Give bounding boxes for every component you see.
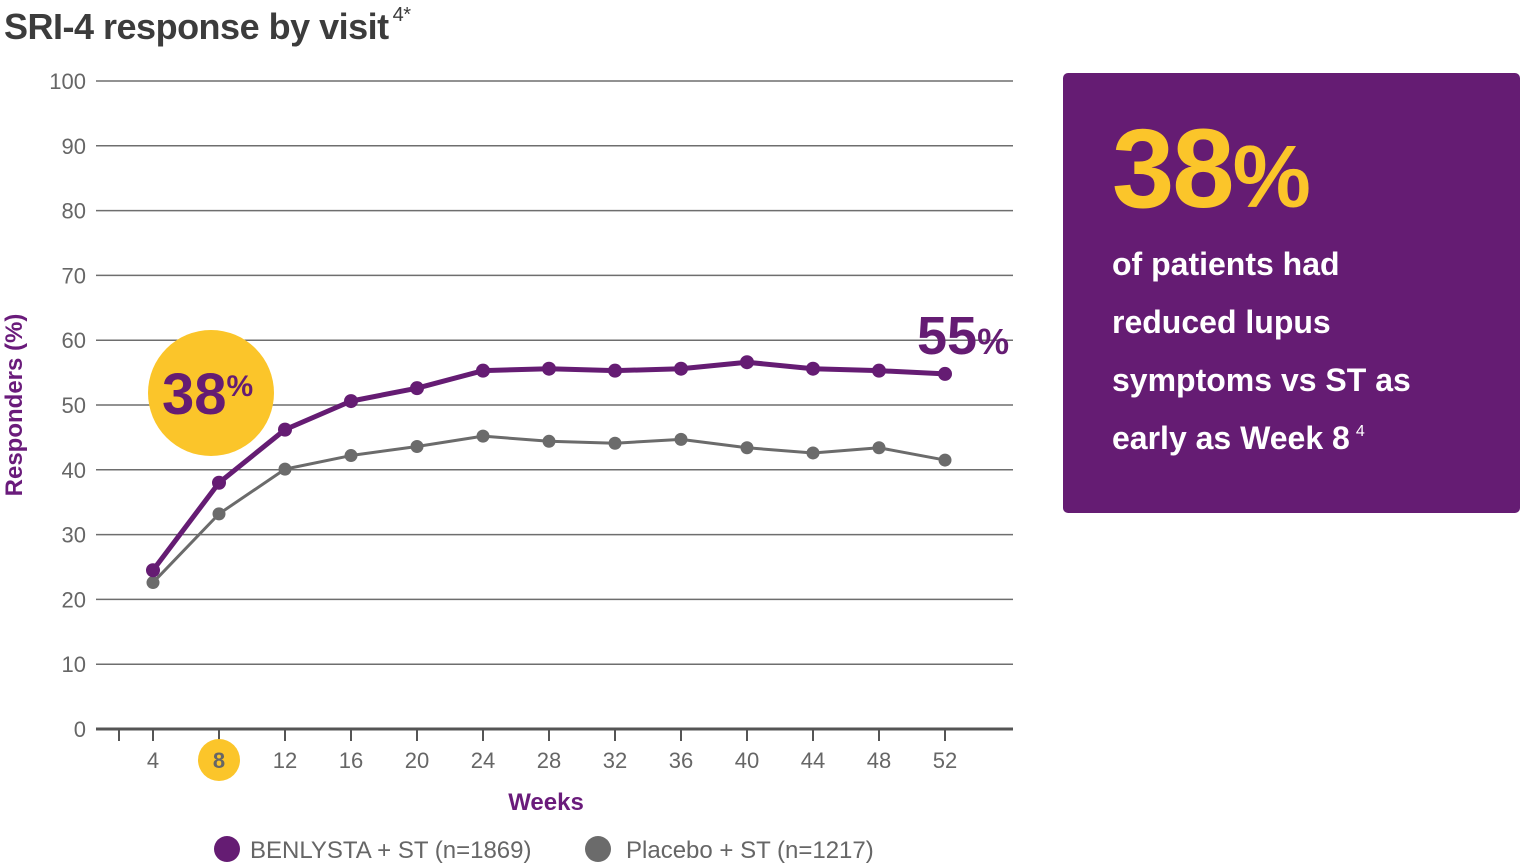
benlysta-point — [938, 366, 952, 381]
y-tick-label: 90 — [62, 134, 86, 159]
benlysta-point — [608, 363, 622, 378]
benlysta-point — [806, 361, 820, 376]
chart-title-text: SRI-4 response by visit — [4, 6, 389, 47]
x-tick-label: 44 — [801, 748, 825, 773]
chart-title: SRI-4 response by visit 4* — [4, 4, 411, 48]
placebo-point — [806, 446, 820, 460]
callout-38-bubble — [148, 330, 274, 456]
placebo-point — [146, 576, 160, 590]
benlysta-point — [740, 355, 754, 370]
y-tick-label: 10 — [62, 652, 86, 677]
x-tick-label: 4 — [147, 748, 159, 773]
benlysta-point — [674, 361, 688, 376]
x-tick-label: 52 — [933, 748, 957, 773]
placebo-point — [740, 441, 754, 455]
info-footnote: 4 — [1355, 423, 1365, 440]
callout-38-text: 38% — [162, 362, 253, 427]
highlight-week-circle — [198, 739, 240, 781]
y-tick-label: 70 — [62, 263, 86, 288]
legend-placebo-marker — [585, 836, 611, 862]
legend-placebo-label: Placebo + ST (n=1217) — [626, 837, 874, 864]
placebo-point — [212, 507, 226, 521]
title-footnote: 4* — [392, 4, 411, 26]
benlysta-point — [872, 363, 886, 378]
y-tick-label: 30 — [62, 523, 86, 548]
placebo-point — [938, 453, 952, 467]
x-tick-label: 8 — [213, 748, 225, 773]
placebo-point — [278, 462, 292, 476]
info-stat-percent: % — [1232, 127, 1311, 226]
info-line-3: symptoms vs ST as — [1112, 362, 1411, 398]
placebo-point — [344, 449, 358, 463]
callout-55-text: 55% — [917, 306, 1009, 366]
placebo-point — [542, 434, 556, 448]
x-tick-label: 36 — [669, 748, 693, 773]
placebo-point — [476, 429, 490, 443]
y-tick-label: 80 — [62, 199, 86, 224]
benlysta-point — [476, 363, 490, 378]
placebo-point — [410, 439, 424, 453]
y-tick-label: 20 — [62, 587, 86, 612]
info-stat-value: 38 — [1112, 106, 1235, 231]
info-line-2: reduced lupus — [1112, 304, 1331, 340]
y-tick-label: 0 — [74, 717, 86, 742]
benlysta-point — [212, 475, 226, 490]
info-line-4: early as Week 8 — [1112, 420, 1350, 456]
placebo-point — [608, 436, 622, 450]
info-box: 38% of patients had reduced lupus sympto… — [1063, 73, 1520, 513]
x-tick-label: 16 — [339, 748, 363, 773]
x-tick-label: 40 — [735, 748, 759, 773]
x-tick-label: 32 — [603, 748, 627, 773]
x-tick-label: 28 — [537, 748, 561, 773]
y-tick-label: 50 — [62, 393, 86, 418]
y-axis-title: Responders (%) — [1, 314, 28, 497]
x-tick-label: 24 — [471, 748, 495, 773]
benlysta-point — [542, 361, 556, 376]
benlysta-point — [278, 422, 292, 437]
x-tick-label: 20 — [405, 748, 429, 773]
callout-55-value: 55 — [917, 306, 977, 366]
x-tick-label: 48 — [867, 748, 891, 773]
y-tick-label: 40 — [62, 458, 86, 483]
placebo-point — [674, 432, 688, 446]
legend-benlysta-label: BENLYSTA + ST (n=1869) — [250, 837, 531, 864]
placebo-line — [151, 434, 946, 584]
callout-38-value: 38 — [162, 362, 227, 427]
y-tick-label: 60 — [62, 328, 86, 353]
y-tick-label: 100 — [49, 69, 86, 94]
info-text: of patients had reduced lupus symptoms v… — [1112, 235, 1490, 467]
info-line-1: of patients had — [1112, 246, 1340, 282]
placebo-point — [872, 441, 886, 455]
info-line-4-wrap: early as Week 8 4 — [1112, 409, 1490, 467]
benlysta-point — [344, 394, 358, 409]
x-axis-title: Weeks — [508, 789, 584, 816]
callout-38-percent: % — [227, 370, 254, 403]
info-stat: 38% — [1112, 113, 1490, 225]
legend-benlysta-marker — [214, 836, 240, 862]
benlysta-point — [146, 563, 160, 578]
callout-55-percent: % — [977, 321, 1009, 362]
x-tick-label: 12 — [273, 748, 297, 773]
benlysta-point — [410, 381, 424, 396]
